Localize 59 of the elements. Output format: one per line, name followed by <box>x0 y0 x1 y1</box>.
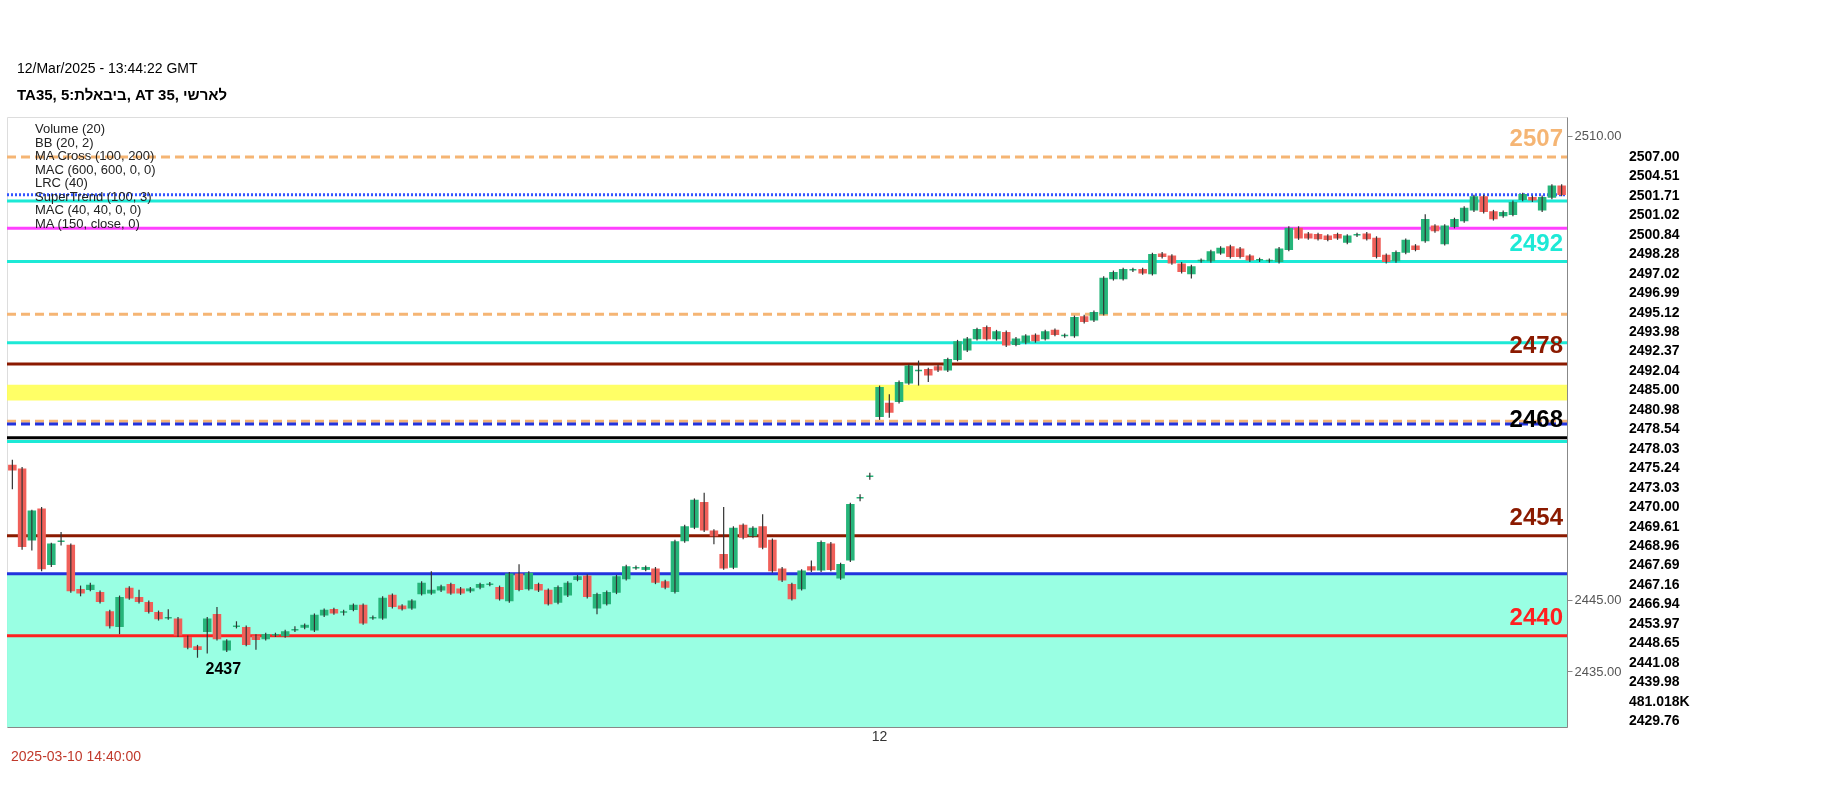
text: 2441.08 <box>1629 653 1680 670</box>
annotation: LRC (40) <box>35 175 88 190</box>
ref-line-label: 2454 <box>1509 502 1564 530</box>
candlestick <box>1070 314 1079 339</box>
text: 2501.71 <box>1629 186 1680 203</box>
candlestick <box>875 384 884 421</box>
annotation: MAC (40, 40, 0, 0) <box>35 202 142 217</box>
text: 2507.00 <box>1629 148 1680 164</box>
text: 2467.69 <box>1629 556 1680 573</box>
text: 2495.12 <box>1629 303 1680 320</box>
text: 12/Mar/2025 - 13:44:22 GMT <box>17 60 198 76</box>
text: 2485.00 <box>1629 381 1680 398</box>
text: 2493.98 <box>1629 323 1680 340</box>
text: 2439.98 <box>1629 673 1680 690</box>
candlestick <box>115 594 124 635</box>
annotation: Volume (20) <box>35 121 106 136</box>
ref-line-label: 2492 <box>1509 228 1563 256</box>
candlestick <box>846 502 855 563</box>
y-tick-label: 2510.00 <box>1574 128 1622 144</box>
text: 2469.61 <box>1629 517 1680 534</box>
ref-line-label: 2440 <box>1509 602 1563 630</box>
text: 2478.54 <box>1629 420 1680 437</box>
candlestick <box>1031 332 1040 344</box>
text: 2453.97 <box>1629 614 1680 631</box>
candlestick <box>797 568 806 592</box>
candlestick <box>885 393 894 419</box>
candlestick <box>719 506 728 571</box>
y-tick-label: 2445.00 <box>1574 592 1622 608</box>
ref-line-label: 2507 <box>1509 124 1563 151</box>
text: 481.018K <box>1629 692 1690 709</box>
text: 2473.03 <box>1629 478 1680 495</box>
text: 2480.98 <box>1629 400 1680 417</box>
text: 2492.37 <box>1629 342 1680 359</box>
text: 2475.24 <box>1629 459 1680 476</box>
text: 2468.96 <box>1629 536 1680 553</box>
text: 2500.84 <box>1629 225 1680 242</box>
candlestick <box>505 571 514 604</box>
x-tick-label: 12 <box>871 727 888 744</box>
text: 2496.99 <box>1629 284 1680 301</box>
annotation: 2437 <box>205 659 242 677</box>
text: 2470.00 <box>1629 498 1680 515</box>
text: 2492.04 <box>1629 361 1680 378</box>
text: 2466.94 <box>1629 595 1680 612</box>
candlestick <box>729 525 738 570</box>
text: 2025-03-10 14:40:00 <box>11 748 142 764</box>
text: 2467.16 <box>1629 575 1680 592</box>
text: 2497.02 <box>1629 264 1680 281</box>
text: 2429.76 <box>1629 712 1680 728</box>
y-tick-label: 2435.00 <box>1574 663 1622 679</box>
text: 2478.03 <box>1629 439 1680 456</box>
text: 2504.51 <box>1629 167 1680 184</box>
text: 2448.65 <box>1629 634 1680 651</box>
candlestick <box>1148 252 1157 277</box>
text: 2501.02 <box>1629 206 1680 223</box>
candlestick <box>47 542 56 568</box>
chart-title: TA35, 5:ביבאלת, AT 35, לארשי <box>17 86 228 103</box>
text: 2498.28 <box>1629 245 1680 262</box>
candlestick <box>378 595 387 621</box>
candlestick <box>37 506 46 572</box>
